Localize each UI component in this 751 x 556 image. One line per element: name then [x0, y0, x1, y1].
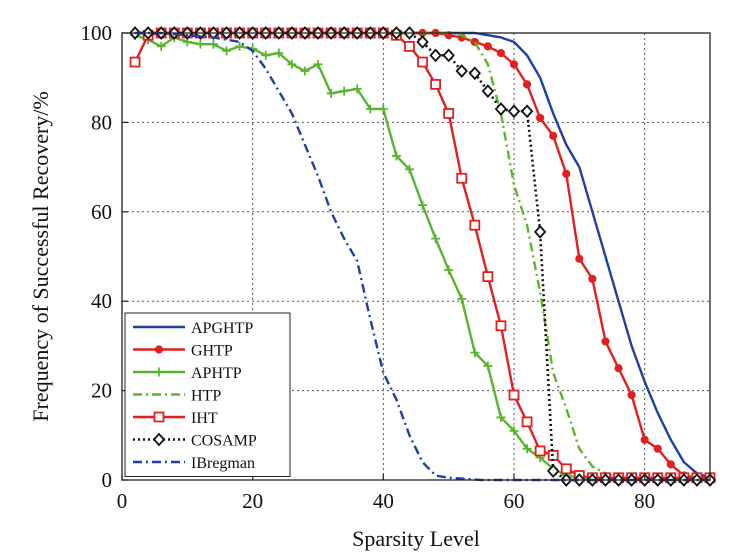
data-point-cosamp — [481, 84, 495, 98]
data-point-ghtp — [588, 274, 597, 283]
grid-lines — [122, 33, 710, 480]
y-tick-label: 0 — [102, 468, 113, 492]
data-point-aphtp — [274, 48, 284, 58]
data-point-aphtp — [195, 39, 205, 49]
x-tick-label: 80 — [634, 489, 655, 513]
data-point-iht — [129, 56, 141, 68]
data-point-iht — [521, 416, 533, 428]
data-point-cosamp — [507, 104, 521, 119]
x-tick-label: 40 — [373, 489, 394, 513]
y-tick-label: 100 — [81, 21, 113, 45]
data-point-aphtp — [378, 104, 388, 114]
data-point-aphtp — [496, 412, 506, 422]
data-point-cosamp — [442, 48, 455, 63]
x-tick-label: 0 — [117, 489, 128, 513]
y-axis-title: Frequency of Successful Recovery/% — [28, 91, 53, 422]
legend-label-ghtp: GHTP — [191, 343, 233, 360]
legend-marker-cosamp — [152, 432, 166, 447]
data-point-iht — [469, 219, 481, 231]
data-point-aphtp — [222, 46, 232, 56]
data-point-ghtp — [522, 80, 532, 89]
data-point-aphtp — [418, 200, 428, 210]
legend-marker-aphtp — [154, 367, 164, 377]
data-point-cosamp — [533, 225, 547, 239]
data-point-iht — [430, 79, 442, 90]
data-point-aphtp — [457, 294, 467, 304]
data-point-aphtp — [391, 151, 401, 161]
data-point-aphtp — [313, 59, 323, 69]
data-point-aphtp — [261, 50, 271, 60]
legend-label-ibregman: IBregman — [191, 455, 255, 472]
legend-label-cosamp: COSAMP — [191, 433, 257, 450]
axis-ticks: 0 20 40 60 80 0 20 40 60 80 100 — [81, 21, 656, 513]
data-point-iht — [508, 389, 520, 401]
legend-label-aphtp: APHTP — [191, 365, 242, 382]
data-point-cosamp — [520, 104, 534, 119]
data-point-cosamp — [455, 64, 468, 78]
data-point-ghtp — [640, 435, 649, 444]
data-point-cosamp — [429, 48, 442, 63]
data-point-aphtp — [326, 88, 336, 98]
data-point-aphtp — [339, 86, 349, 96]
data-point-ghtp — [509, 60, 519, 69]
plot-frame — [121, 32, 711, 481]
data-point-aphtp — [287, 59, 297, 69]
data-point-cosamp — [546, 464, 560, 478]
data-point-iht — [495, 320, 507, 332]
data-point-iht — [404, 41, 415, 52]
data-point-aphtp — [431, 234, 441, 244]
data-point-ghtp — [666, 460, 675, 469]
data-point-aphtp — [235, 41, 245, 51]
data-point-aphtp — [522, 444, 532, 454]
data-point-ghtp — [614, 364, 623, 373]
x-axis-title: Sparsity Level — [352, 526, 480, 551]
legend: APGHTP GHTP APHTP HTP IHT COSAMP IBregman — [124, 312, 291, 477]
data-point-aphtp — [208, 39, 218, 49]
data-point-ghtp — [549, 131, 558, 140]
data-point-ghtp — [627, 390, 636, 400]
data-point-aphtp — [404, 164, 414, 174]
legend-label-iht: IHT — [191, 410, 218, 427]
data-point-aphtp — [483, 361, 493, 371]
data-point-ghtp — [536, 113, 545, 123]
data-point-ghtp — [653, 444, 662, 453]
data-point-ghtp — [562, 169, 571, 178]
data-point-iht — [443, 108, 455, 119]
data-point-iht — [456, 172, 468, 184]
legend-marker-ghtp — [154, 345, 164, 354]
legend-label-apghtp: APGHTP — [191, 320, 253, 337]
data-point-aphtp — [365, 104, 375, 114]
data-point-ghtp — [496, 49, 506, 58]
data-point-iht — [560, 463, 572, 475]
y-tick-label: 20 — [91, 379, 112, 403]
data-point-ghtp — [601, 337, 610, 346]
data-point-iht — [534, 445, 546, 457]
y-tick-label: 40 — [91, 289, 112, 313]
data-point-iht — [417, 56, 428, 68]
data-point-ghtp — [575, 254, 584, 263]
y-tick-label: 60 — [91, 200, 112, 224]
data-point-cosamp — [468, 66, 482, 81]
data-point-aphtp — [444, 265, 454, 275]
data-point-ghtp — [483, 42, 492, 51]
data-point-aphtp — [509, 426, 519, 436]
x-tick-label: 20 — [242, 489, 263, 513]
x-tick-label: 60 — [504, 489, 525, 513]
data-point-cosamp — [494, 102, 508, 116]
data-point-aphtp — [300, 66, 310, 76]
data-point-aphtp — [470, 348, 480, 358]
data-point-aphtp — [156, 41, 166, 51]
data-point-aphtp — [352, 84, 362, 94]
legend-label-htp: HTP — [191, 388, 221, 405]
y-tick-label: 80 — [91, 110, 112, 134]
data-point-cosamp — [416, 35, 429, 49]
data-point-iht — [482, 271, 494, 283]
legend-marker-iht — [153, 411, 165, 423]
